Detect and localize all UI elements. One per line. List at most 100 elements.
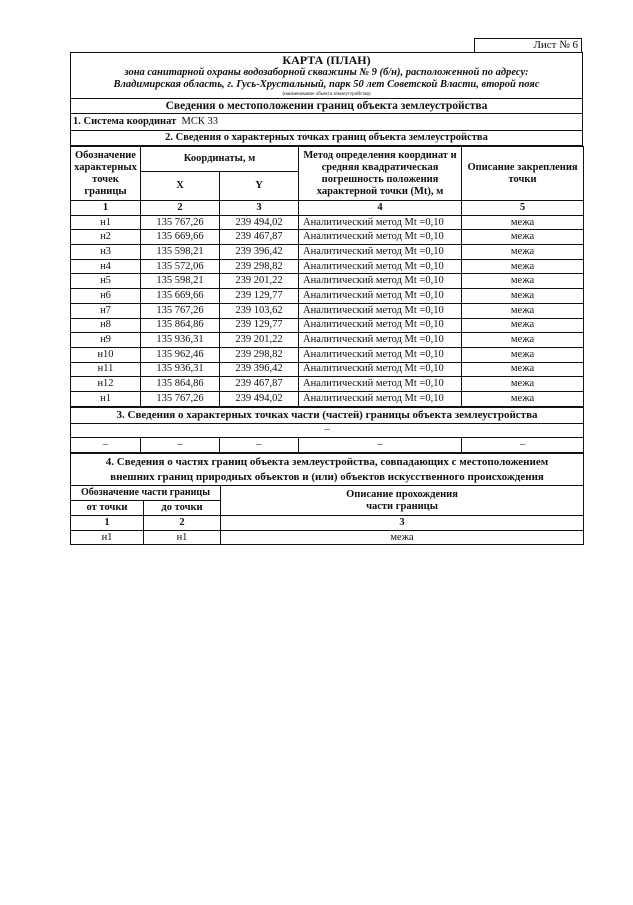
table-row: н11 135 936,31 239 396,42 Аналитический мет… [70, 361, 585, 378]
coord-x: 135 598,21 [140, 244, 220, 260]
section3-title: 3. Сведения о характерных точках части (… [69, 406, 585, 424]
header-part: Обозначение части границы [70, 485, 221, 501]
col-number: 1 [70, 200, 141, 216]
coord-x: 135 936,31 [140, 361, 220, 378]
coord-y: 239 396,42 [218, 361, 300, 378]
table-row: н6 135 669,66 239 129,77 Аналитический мето… [70, 288, 585, 304]
point-name: н12 [70, 376, 141, 392]
table-row: н8 135 864,86 239 129,77 Аналитический мето… [70, 317, 585, 334]
header-method: Метод определения координат и средняя кв… [298, 146, 463, 201]
header-passage-line-1: Описание прохождения [346, 488, 458, 500]
section3-cell: – [70, 437, 141, 453]
coord-y: 239 201,22 [218, 332, 300, 348]
table-row: н4 135 572,06 239 298,82 Аналитический мето… [70, 258, 585, 275]
col-number: 3 [219, 515, 585, 531]
section3-cell: – [140, 437, 220, 453]
coord-y: 239 494,02 [218, 390, 300, 407]
section2-title: 2. Сведения о характерных точках границ … [70, 130, 583, 146]
fixing-description: межа [461, 214, 585, 231]
header-y: Y [218, 171, 300, 201]
section3-cell: – [460, 437, 585, 453]
method: Аналитический метод Mt =0,10 [298, 288, 463, 304]
point-name: н6 [70, 288, 141, 304]
point-name: н10 [70, 346, 141, 363]
section3-table: 3. Сведения о характерных точках части (… [69, 406, 585, 453]
fixing-description: межа [461, 244, 585, 260]
coord-y: 239 129,77 [218, 288, 300, 304]
method: Аналитический метод Mt =0,10 [298, 390, 463, 407]
section-title: Сведения о местоположении границ объекта… [70, 98, 583, 114]
table-row: н10 135 962,46 239 298,82 Аналитический мет… [70, 346, 585, 363]
table-row: н5 135 598,21 239 201,22 Аналитический мето… [70, 273, 585, 290]
col-number: 1 [70, 515, 144, 531]
coord-x: 135 572,06 [140, 258, 220, 275]
section3-cell: – [298, 437, 462, 453]
section4-title-line-1: 4. Сведения о частях границ объекта земл… [69, 453, 585, 469]
coord-x: 135 669,66 [140, 288, 220, 304]
header-to: до точки [143, 500, 221, 516]
fixing-description: межа [461, 376, 585, 392]
subtitle-line-1: зона санитарной охраны водозаборной сква… [70, 67, 583, 79]
coord-y: 239 103,62 [218, 302, 300, 319]
coord-x: 135 598,21 [140, 273, 220, 290]
fixing-description: межа [461, 258, 585, 275]
header-point: Обозначение характерных точек границы [70, 146, 141, 201]
method: Аналитический метод Mt =0,10 [298, 361, 463, 378]
section3-cell: – [219, 437, 299, 453]
document-form: КАРТА (ПЛАН) зона санитарной охраны водо… [69, 52, 585, 546]
table-row: н2 135 669,66 239 467,87 Аналитический мето… [70, 229, 585, 246]
method: Аналитический метод Mt =0,10 [298, 317, 463, 334]
coord-y: 239 129,77 [218, 317, 300, 334]
to-point: н1 [143, 529, 221, 546]
table-row: н9 135 936,31 239 201,22 Аналитический мето… [70, 332, 585, 348]
document-title: КАРТА (ПЛАН) [70, 52, 583, 67]
coord-x: 135 962,46 [140, 346, 220, 363]
point-name: н3 [70, 244, 141, 260]
table-row: н1 135 767,26 239 494,02 Аналитический мето… [70, 214, 585, 231]
table-row: н1 135 767,26 239 494,02 Аналитический мето… [70, 390, 585, 407]
point-name: н1 [70, 214, 141, 231]
header-coords: Координаты, м [139, 146, 300, 172]
coord-x: 135 864,86 [140, 376, 220, 392]
passage-description: межа [219, 529, 585, 546]
col-number: 4 [298, 200, 463, 216]
table-row: н3 135 598,21 239 396,42 Аналитический мето… [70, 244, 585, 260]
header-x: X [140, 171, 220, 201]
point-name: н1 [70, 390, 141, 407]
coord-x: 135 767,26 [140, 390, 220, 407]
section4-title-line-2: внешних границ природных объектов и (или… [69, 469, 585, 486]
coord-x: 135 864,86 [140, 317, 220, 334]
method: Аналитический метод Mt =0,10 [298, 244, 463, 260]
method: Аналитический метод Mt =0,10 [298, 229, 463, 246]
fixing-description: межа [461, 273, 585, 290]
method: Аналитический метод Mt =0,10 [298, 332, 463, 348]
coord-y: 239 467,87 [218, 229, 300, 246]
fixing-description: межа [461, 229, 585, 246]
fixing-description: межа [461, 302, 585, 319]
fixing-description: межа [461, 317, 585, 334]
col-number: 3 [218, 200, 300, 216]
from-point: н1 [70, 529, 144, 546]
coord-y: 239 494,02 [218, 214, 300, 231]
point-name: н2 [70, 229, 141, 246]
fixing-description: межа [461, 288, 585, 304]
header-passage-line-2: части границы [366, 500, 438, 512]
point-name: н9 [70, 332, 141, 348]
sheet-number: Лист № 6 [474, 38, 582, 52]
method: Аналитический метод Mt =0,10 [298, 302, 463, 319]
coord-y: 239 467,87 [218, 376, 300, 392]
section3-dash-row: – [69, 422, 585, 439]
col-number: 2 [140, 200, 220, 216]
method: Аналитический метод Mt =0,10 [298, 273, 463, 290]
points-table: Обозначение характерных точек границы Ко… [70, 146, 585, 407]
table-row: н12 135 864,86 239 467,87 Аналитический мет… [70, 376, 585, 392]
point-name: н8 [70, 317, 141, 334]
method: Аналитический метод Mt =0,10 [298, 214, 463, 231]
coord-x: 135 767,26 [140, 302, 220, 319]
coordinate-system-label: 1. Система координат [73, 116, 177, 127]
method: Аналитический метод Mt =0,10 [298, 346, 463, 363]
coordinate-system: 1. Система координат МСК 33 [70, 113, 583, 131]
point-name: н4 [70, 258, 141, 275]
coord-x: 135 767,26 [140, 214, 220, 231]
coord-y: 239 298,82 [218, 258, 300, 275]
